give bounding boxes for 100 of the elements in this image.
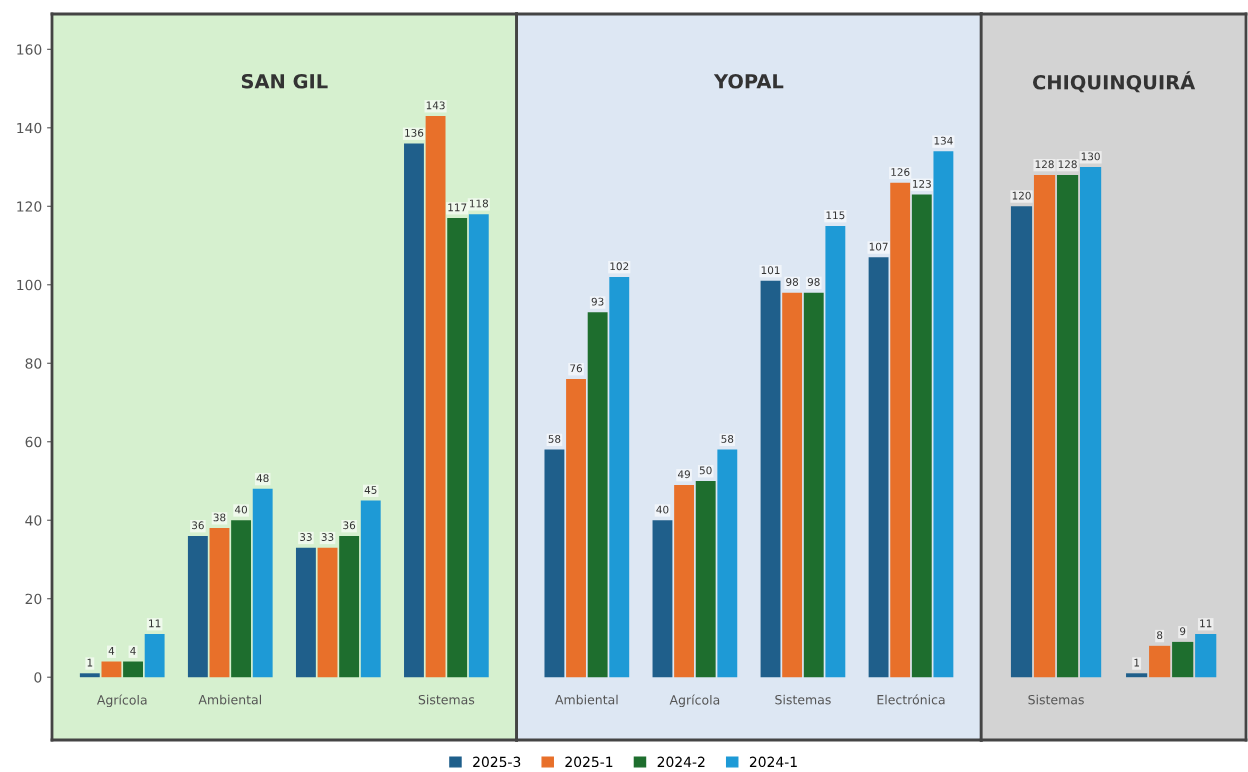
data-label: 36 bbox=[343, 521, 356, 530]
bar bbox=[1080, 167, 1102, 678]
bar bbox=[231, 520, 252, 678]
bar bbox=[803, 292, 824, 678]
y-tick-label: 60 bbox=[25, 436, 42, 448]
bar bbox=[760, 280, 781, 678]
bar bbox=[295, 547, 316, 678]
bar bbox=[209, 528, 230, 678]
data-label: 1 bbox=[1134, 658, 1139, 667]
text: SAN GIL bbox=[241, 73, 328, 89]
y-tick-label: 20 bbox=[25, 593, 42, 605]
data-label: 98 bbox=[807, 278, 820, 286]
data-label: 101 bbox=[761, 266, 780, 275]
bar bbox=[187, 535, 208, 678]
data-label: 58 bbox=[548, 434, 561, 443]
bar bbox=[782, 292, 803, 678]
x-tick-label: Electrónica bbox=[877, 694, 945, 705]
bar bbox=[911, 194, 932, 678]
data-label: 36 bbox=[192, 521, 204, 530]
y-tick-label: 100 bbox=[17, 279, 42, 291]
data-label: 38 bbox=[213, 513, 226, 522]
data-label: 120 bbox=[1012, 191, 1031, 200]
bar bbox=[933, 151, 954, 678]
data-label: 49 bbox=[677, 470, 690, 479]
bar bbox=[1126, 673, 1148, 678]
bar bbox=[609, 276, 630, 678]
bar bbox=[1195, 634, 1217, 678]
data-label: 4 bbox=[130, 647, 136, 655]
bar bbox=[695, 480, 716, 678]
legend-label: 2025-1 bbox=[565, 756, 613, 768]
data-label: 136 bbox=[405, 128, 424, 137]
x-tick-label: Ambiental bbox=[198, 694, 261, 705]
data-label: 107 bbox=[869, 242, 888, 251]
bar bbox=[339, 535, 360, 678]
data-label: 48 bbox=[256, 474, 269, 483]
bar bbox=[1056, 174, 1079, 678]
data-label: 40 bbox=[656, 505, 669, 514]
data-label: 118 bbox=[470, 199, 489, 208]
y-tick-label: 140 bbox=[17, 122, 42, 134]
bar bbox=[566, 378, 586, 678]
x-tick-label: Sistemas bbox=[1028, 694, 1084, 705]
bar bbox=[1033, 174, 1056, 678]
y-tick-label: 0 bbox=[34, 672, 42, 683]
bar bbox=[144, 634, 165, 678]
bar bbox=[79, 673, 100, 678]
y-tick-label: 80 bbox=[25, 358, 42, 369]
bar bbox=[587, 312, 608, 678]
bar bbox=[252, 488, 273, 678]
data-label: 58 bbox=[721, 434, 734, 443]
data-label: 1 bbox=[87, 658, 93, 667]
text: CHIQUINQUIRÁ bbox=[1032, 71, 1196, 93]
bar bbox=[360, 500, 381, 678]
data-label: 11 bbox=[1200, 619, 1212, 628]
bar bbox=[404, 143, 424, 678]
data-label: 102 bbox=[610, 262, 629, 271]
x-tick-label: Sistemas bbox=[418, 694, 475, 705]
bar bbox=[652, 520, 673, 678]
data-label: 33 bbox=[300, 533, 312, 541]
data-label: 8 bbox=[1157, 631, 1163, 640]
data-label: 40 bbox=[234, 505, 248, 514]
legend-label: 2024-1 bbox=[749, 756, 797, 768]
data-label: 11 bbox=[149, 619, 161, 628]
data-label: 130 bbox=[1081, 152, 1100, 161]
data-label: 50 bbox=[699, 466, 712, 475]
data-label: 126 bbox=[891, 168, 910, 177]
bar bbox=[468, 214, 489, 678]
bar bbox=[674, 484, 695, 678]
bar bbox=[717, 449, 738, 678]
data-label: 98 bbox=[786, 278, 799, 286]
text: YOPAL bbox=[713, 73, 784, 89]
x-tick-label: Agrícola bbox=[96, 694, 147, 708]
legend-label: 2025-3 bbox=[473, 756, 521, 768]
data-label: 123 bbox=[913, 179, 931, 188]
data-label: 4 bbox=[108, 647, 115, 655]
data-label: 117 bbox=[448, 203, 467, 212]
x-tick-label: Ambiental bbox=[555, 694, 618, 705]
y-tick-label: 40 bbox=[25, 515, 42, 526]
data-label: 45 bbox=[364, 486, 377, 494]
bar bbox=[544, 449, 565, 678]
bar bbox=[825, 225, 846, 678]
bar bbox=[1149, 645, 1171, 678]
bar bbox=[1010, 206, 1033, 678]
x-tick-label: Agrícola bbox=[669, 694, 720, 708]
data-label: 76 bbox=[570, 364, 583, 373]
data-label: 9 bbox=[1180, 627, 1186, 636]
bar bbox=[868, 257, 889, 678]
y-tick-label: 120 bbox=[17, 201, 42, 212]
legend-label: 2024-2 bbox=[657, 756, 705, 768]
bar bbox=[317, 547, 338, 678]
bar bbox=[890, 182, 911, 678]
data-label: 128 bbox=[1058, 160, 1077, 169]
bar bbox=[447, 218, 468, 678]
data-label: 115 bbox=[826, 211, 845, 220]
data-label: 143 bbox=[426, 101, 445, 110]
bar bbox=[101, 661, 122, 678]
data-label: 33 bbox=[321, 533, 334, 541]
bar bbox=[1172, 641, 1194, 678]
x-tick-label: Sistemas bbox=[775, 694, 831, 705]
data-label: 134 bbox=[934, 136, 953, 145]
data-label: 93 bbox=[591, 297, 604, 306]
